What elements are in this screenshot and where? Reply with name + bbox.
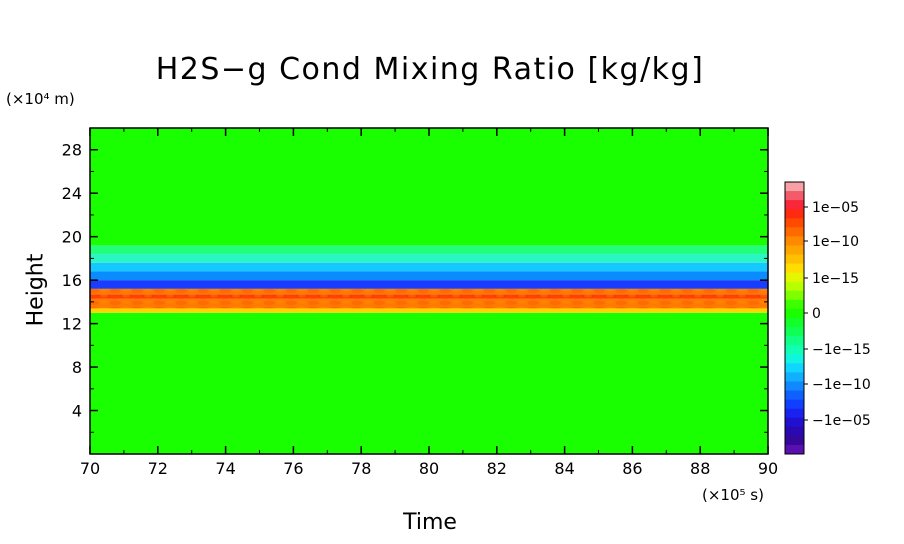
colorbar-swatch bbox=[785, 200, 804, 210]
colorbar-swatch bbox=[785, 308, 804, 319]
x-tick-label: 80 bbox=[419, 459, 439, 478]
colorbar-swatch bbox=[785, 281, 804, 292]
y-tick-label: 4 bbox=[72, 402, 82, 421]
colorbar-swatch bbox=[785, 345, 804, 355]
colorbar-label: −1e−10 bbox=[812, 377, 871, 393]
colorbar-label: 1e−10 bbox=[812, 234, 859, 250]
heatmap-band-8 bbox=[90, 254, 768, 263]
colorbar-label: 1e−15 bbox=[812, 271, 859, 287]
y-tick-label: 20 bbox=[62, 228, 82, 247]
colorbar-swatch bbox=[785, 444, 804, 455]
x-tick-label: 74 bbox=[215, 459, 235, 478]
colorbar: 1e−05 1e−10 1e−15 0 −1e−15 −1e−10 −1e−05 bbox=[784, 181, 871, 455]
y-axis-ticks: 4 8 12 16 20 24 28 bbox=[62, 141, 768, 433]
y-tick-label: 16 bbox=[62, 271, 82, 290]
colorbar-swatch bbox=[785, 254, 804, 265]
x-tick-label: 78 bbox=[351, 459, 371, 478]
heatmap-band-9 bbox=[90, 245, 768, 255]
colorbar-swatch bbox=[785, 390, 804, 401]
colorbar-swatch bbox=[785, 318, 804, 328]
heatmap-band-7 bbox=[90, 262, 768, 272]
colorbar-swatch bbox=[785, 218, 804, 228]
colorbar-label: −1e−15 bbox=[812, 342, 871, 358]
x-axis-unit: (×10⁵ s) bbox=[702, 486, 764, 504]
colorbar-swatch bbox=[785, 263, 804, 274]
colorbar-swatch bbox=[785, 408, 804, 419]
chart-title: H2S−g Cond Mixing Ratio [kg/kg] bbox=[155, 52, 705, 87]
colorbar-swatch bbox=[785, 209, 804, 219]
heatmap-band-6 bbox=[90, 271, 768, 281]
colorbar-swatch bbox=[785, 182, 804, 192]
colorbar-swatch bbox=[785, 354, 804, 364]
heatmap-band-5 bbox=[90, 280, 768, 289]
colorbar-label: 0 bbox=[812, 306, 821, 322]
heatmap-band-10 bbox=[90, 128, 768, 246]
colorbar-swatch bbox=[785, 381, 804, 392]
colorbar-label: −1e−05 bbox=[812, 413, 871, 429]
colorbar-swatch bbox=[785, 327, 804, 337]
colorbar-swatch bbox=[785, 272, 804, 283]
y-tick-label: 28 bbox=[62, 141, 82, 160]
colorbar-swatch bbox=[785, 372, 804, 382]
x-tick-label: 70 bbox=[80, 459, 100, 478]
x-tick-label: 86 bbox=[622, 459, 642, 478]
y-tick-label: 8 bbox=[72, 358, 82, 377]
colorbar-swatch bbox=[785, 290, 804, 301]
colorbar-frame bbox=[784, 181, 805, 455]
y-axis-unit: (×10⁴ m) bbox=[6, 90, 75, 108]
colorbar-swatch bbox=[785, 336, 804, 346]
colorbar-label: 1e−05 bbox=[812, 200, 859, 216]
x-tick-label: 82 bbox=[487, 459, 507, 478]
x-axis-label: Time bbox=[403, 510, 457, 535]
x-tick-label: 88 bbox=[690, 459, 710, 478]
x-tick-label: 72 bbox=[148, 459, 168, 478]
colorbar-swatch bbox=[785, 399, 804, 410]
x-axis-ticks: 70 72 74 76 78 80 82 84 86 88 90 bbox=[80, 128, 778, 478]
colorbar-swatch bbox=[785, 299, 804, 310]
colorbar-swatch bbox=[785, 227, 804, 237]
colorbar-swatch bbox=[785, 426, 804, 437]
colorbar-swatch bbox=[785, 435, 804, 446]
colorbar-swatch bbox=[785, 417, 804, 428]
colorbar-swatch bbox=[785, 191, 804, 201]
heatmap-band-1 bbox=[90, 308, 768, 313]
band-texture bbox=[90, 288, 768, 309]
y-tick-label: 24 bbox=[62, 184, 82, 203]
heatmap-band-0 bbox=[90, 312, 768, 454]
colorbar-swatch bbox=[785, 245, 804, 256]
y-tick-label: 12 bbox=[62, 315, 82, 334]
colorbar-swatch bbox=[785, 236, 804, 246]
colorbar-swatch bbox=[785, 363, 804, 373]
x-tick-label: 84 bbox=[554, 459, 574, 478]
x-tick-label: 76 bbox=[283, 459, 303, 478]
x-tick-label: 90 bbox=[758, 459, 778, 478]
